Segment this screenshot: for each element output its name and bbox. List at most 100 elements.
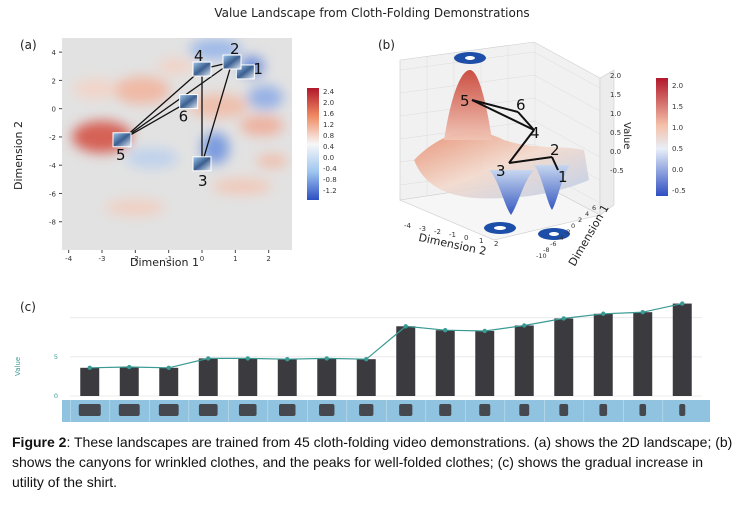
grid-line bbox=[533, 74, 601, 112]
x-tick-label: 0 bbox=[464, 234, 468, 242]
colorbar-tick-label: 0.4 bbox=[323, 143, 335, 151]
frame-divider bbox=[544, 400, 545, 422]
contour-region bbox=[157, 58, 194, 75]
bar bbox=[435, 330, 455, 396]
point-label-1: 1 bbox=[253, 60, 263, 78]
y-tick-label: 2 bbox=[52, 77, 56, 85]
shirt-icon bbox=[198, 404, 218, 416]
shirt-icon bbox=[399, 404, 413, 416]
data-point bbox=[640, 309, 645, 315]
frame-divider bbox=[267, 400, 269, 422]
frame-divider bbox=[70, 400, 71, 422]
state-thumbnail-icon bbox=[222, 54, 242, 70]
contour-region bbox=[212, 178, 272, 195]
point-label-2: 2 bbox=[230, 40, 240, 58]
caption-text: : These landscapes are trained from 45 c… bbox=[12, 434, 733, 490]
contour-region bbox=[247, 85, 284, 110]
data-point bbox=[87, 365, 92, 370]
data-point bbox=[561, 316, 566, 321]
state-thumbnail-icon bbox=[112, 132, 132, 148]
state-thumbnail-icon bbox=[192, 156, 212, 172]
frame-divider bbox=[109, 400, 111, 422]
trajectory-segment bbox=[121, 61, 233, 141]
panel-c-label: (c) bbox=[20, 300, 36, 314]
trajectory-segment bbox=[201, 61, 233, 164]
x-tick-label: 2 bbox=[266, 255, 270, 263]
data-point bbox=[364, 356, 369, 362]
data-point bbox=[324, 356, 329, 361]
grid-line bbox=[533, 97, 601, 135]
frame-divider bbox=[149, 400, 150, 422]
state-thumbnail-icon bbox=[192, 61, 212, 77]
y-tick-label: 0 bbox=[571, 222, 575, 230]
shirt-icon bbox=[359, 404, 374, 416]
x-tick-label: -4 bbox=[404, 222, 412, 230]
colorbar-tick-label: 2.0 bbox=[323, 99, 334, 107]
shirt-icon bbox=[158, 404, 179, 416]
data-point bbox=[285, 356, 290, 362]
y-tick-label: 4 bbox=[52, 49, 57, 57]
figure-caption: Figure 2: These landscapes are trained f… bbox=[12, 432, 737, 492]
point-label-5: 5 bbox=[460, 92, 470, 110]
frame-divider bbox=[583, 400, 585, 422]
data-point bbox=[482, 328, 487, 334]
x-tick-label: 0 bbox=[200, 255, 204, 263]
bar bbox=[80, 367, 100, 396]
bar bbox=[238, 358, 258, 396]
bar bbox=[633, 312, 653, 396]
data-point bbox=[166, 365, 171, 370]
contour-region bbox=[240, 115, 284, 136]
shirt-icon bbox=[319, 404, 335, 416]
x-tick-label: -1 bbox=[449, 231, 456, 239]
panel-a-xlabel: Dimension 1 bbox=[130, 256, 199, 269]
colorbar-tick-label: 1.0 bbox=[672, 124, 683, 132]
bar bbox=[554, 318, 574, 396]
bar bbox=[198, 358, 218, 396]
colorbar-tick-label: 0.5 bbox=[672, 145, 683, 153]
x-tick-label: 2 bbox=[494, 240, 498, 248]
z-tick-label: 1.0 bbox=[610, 110, 621, 118]
figure-title: Value Landscape from Cloth-Folding Demon… bbox=[214, 6, 530, 20]
panel-a-label: (a) bbox=[20, 38, 37, 52]
point-label-6: 6 bbox=[516, 96, 526, 114]
colorbar-tick-label: -0.4 bbox=[323, 165, 337, 173]
colorbar-tick-label: 0.0 bbox=[323, 154, 334, 162]
frame-divider bbox=[425, 400, 427, 422]
bar bbox=[672, 303, 692, 396]
y-tick-label: 2 bbox=[578, 216, 582, 224]
trajectory-segment bbox=[121, 101, 189, 141]
y-tick-label: -8 bbox=[543, 246, 549, 254]
y-tick-label: -6 bbox=[550, 240, 556, 248]
x-tick-label: 1 bbox=[233, 255, 237, 263]
frame-divider bbox=[386, 400, 387, 422]
shirt-icon bbox=[599, 404, 608, 416]
colorbar-tick-label: 0.0 bbox=[672, 166, 683, 174]
shirt-icon bbox=[118, 404, 140, 416]
x-tick-label: -3 bbox=[99, 255, 106, 263]
data-point bbox=[680, 301, 685, 306]
panel-b-label: (b) bbox=[378, 38, 395, 52]
y-tick-label: 5 bbox=[54, 353, 58, 361]
contour-region bbox=[73, 78, 118, 99]
data-point bbox=[206, 356, 211, 361]
frame-divider bbox=[504, 400, 506, 422]
y-tick-label: 6 bbox=[592, 204, 596, 212]
z-tick-label: -0.5 bbox=[610, 167, 624, 175]
frame-divider bbox=[188, 400, 190, 422]
data-point bbox=[443, 328, 448, 333]
point-label-3: 3 bbox=[198, 172, 208, 190]
state-thumbnail-icon bbox=[179, 94, 199, 110]
bar bbox=[119, 367, 139, 396]
point-label-4: 4 bbox=[530, 124, 540, 142]
shirt-icon bbox=[439, 404, 452, 416]
shirt-icon bbox=[519, 404, 530, 416]
frame-divider bbox=[346, 400, 348, 422]
x-tick-label: -1 bbox=[165, 255, 172, 263]
data-point bbox=[127, 364, 132, 370]
frame-divider bbox=[307, 400, 308, 422]
z-tick-label: 0.5 bbox=[610, 129, 621, 137]
panel-b-colorbar bbox=[656, 78, 668, 196]
